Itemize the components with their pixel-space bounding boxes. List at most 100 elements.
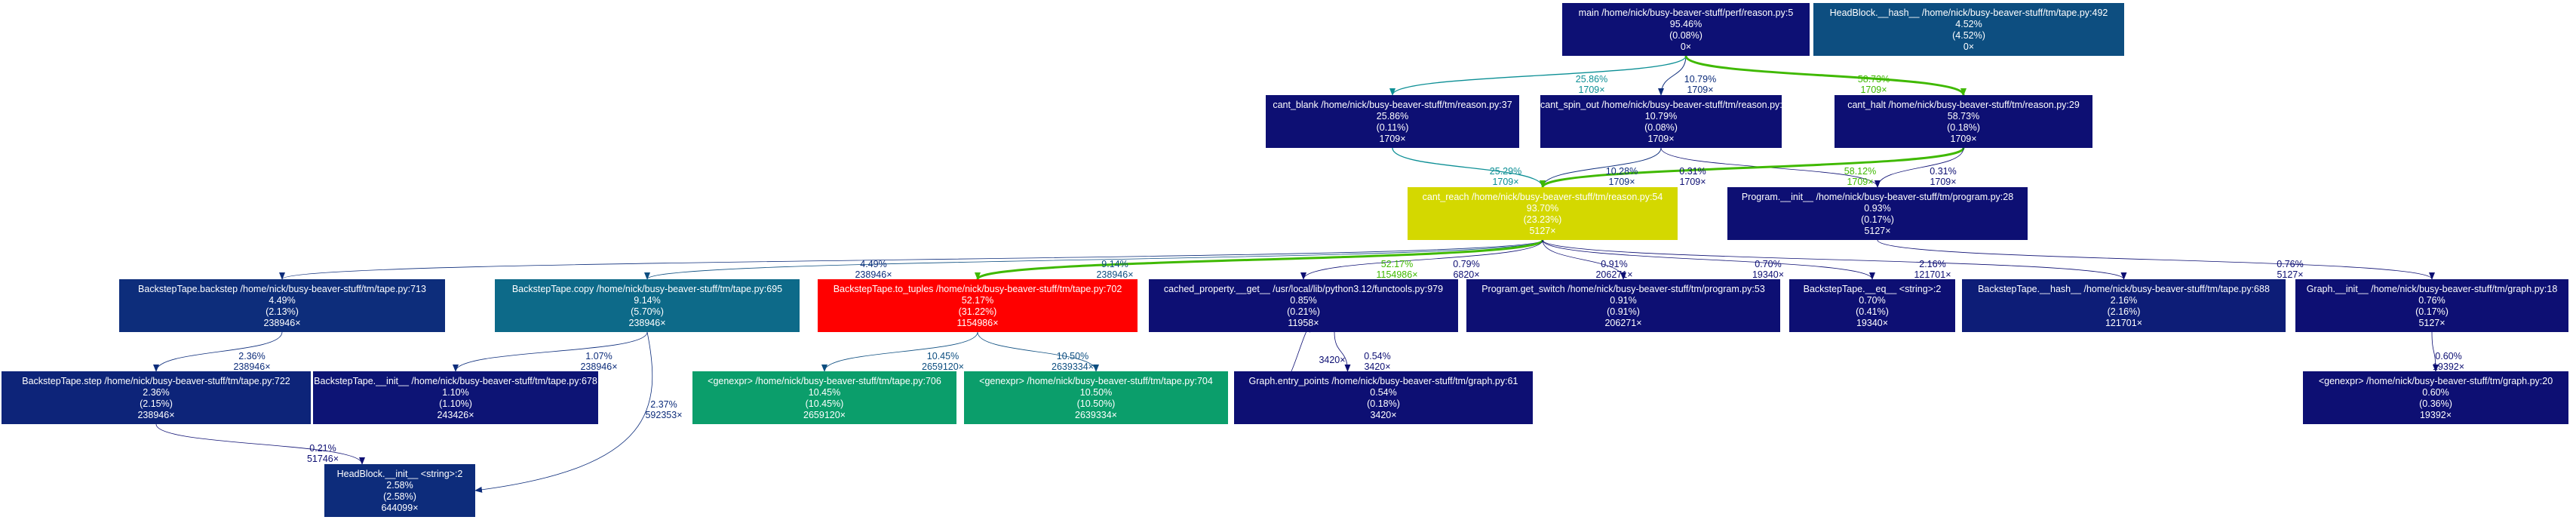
node-bs_hash[interactable]: BackstepTape.__hash__ /home/nick/busy-be… [1962,279,2286,332]
node-metric: (2.15%) [140,398,173,409]
node-metric: 2639334× [1075,410,1117,420]
edge-cant_reach-to-bs_copy [644,239,1543,280]
node-metric: 238946× [628,318,666,328]
node-metric: (0.18%) [1947,122,1980,133]
node-main[interactable]: main /home/nick/busy-beaver-stuff/perf/r… [1562,3,1810,56]
node-metric: 5127× [1864,226,1891,236]
edge-label-line: 1709× [1578,85,1605,95]
node-metric: 58.73% [1947,111,1980,122]
node-metric: (0.17%) [1861,214,1894,225]
node-cant_blank[interactable]: cant_blank /home/nick/busy-beaver-stuff/… [1266,95,1519,148]
edge-label: 58.73% 1709× [1844,74,1904,95]
node-metric: 0× [1680,42,1692,52]
edge-cant_halt-to-prog_init [1874,147,1964,188]
edge-label: 0.76% 5127× [2260,259,2320,280]
node-metric: 238946× [263,318,301,328]
edge-cant_reach-to-get_switch [1542,239,1626,280]
edge-label-line: 5127× [2277,269,2304,280]
node-metric: 10.50% [1079,387,1113,398]
edge-label-line: 6820× [1453,269,1480,280]
node-graph_init[interactable]: Graph.__init__ /home/nick/busy-beaver-st… [2295,279,2568,332]
node-metric: (0.17%) [2415,306,2449,317]
edge-label-line: 2.36% [238,351,266,361]
node-cant_halt[interactable]: cant_halt /home/nick/busy-beaver-stuff/t… [1835,95,2092,148]
edge-label-line: 1709× [1847,177,1874,187]
edge-label: 0.91% 206271× [1584,259,1644,280]
edge-label-line: 238946× [855,269,892,280]
node-metric: 11958× [1288,318,1319,328]
node-prog_init[interactable]: Program.__init__ /home/nick/busy-beaver-… [1727,187,2028,240]
edge-label: 25.29% 1709× [1475,166,1536,187]
node-function-name: Program.get_switch /home/nick/busy-beave… [1481,284,1765,294]
node-get_switch[interactable]: Program.get_switch /home/nick/busy-beave… [1466,279,1780,332]
node-hb_hash[interactable]: HeadBlock.__hash__ /home/nick/busy-beave… [1813,3,2124,56]
edge-bs_step-to-hb_init [155,423,365,465]
node-bs_step[interactable]: BackstepTape.step /home/nick/busy-beaver… [2,371,311,424]
edge-label-line: 3420× [1364,361,1391,372]
node-function-name: Graph.__init__ /home/nick/busy-beaver-st… [2306,284,2558,294]
node-metric: 0.85% [1290,295,1317,306]
edge-label: 0.21% 51746× [293,443,353,464]
node-bs_eq[interactable]: BackstepTape.__eq__ <string>:2 0.70% (0.41… [1789,279,1955,332]
node-function-name: cant_reach /home/nick/busy-beaver-stuff/… [1422,192,1663,202]
edge-cant_reach-to-bs_backstep [279,239,1543,280]
node-genexpr706[interactable]: <genexpr> /home/nick/busy-beaver-stuff/t… [692,371,956,424]
edge-label-line: 2639334× [1052,361,1094,372]
edge-bs_tuples-to-genexpr706 [821,331,978,372]
edge-label-line: 592353× [645,410,683,420]
node-bs_tuples[interactable]: BackstepTape.to_tuples /home/nick/busy-b… [818,279,1138,332]
node-function-name: HeadBlock.__init__ <string>:2 [336,469,463,479]
edge-main-to-cant_blank [1389,55,1687,96]
node-metric: (1.10%) [439,398,472,409]
edge-label-line: 1.07% [585,351,613,361]
node-metric: 10.45% [808,387,841,398]
node-metric: 121701× [2105,318,2142,328]
node-metric: 3420× [1370,410,1397,420]
node-metric: 95.46% [1669,19,1702,29]
edge-label-line: 1709× [1687,85,1714,95]
edge-label-line: 2.37% [650,399,677,410]
node-metric: 238946× [137,410,175,420]
node-metric: (0.11%) [1376,122,1409,133]
node-cant_reach[interactable]: cant_reach /home/nick/busy-beaver-stuff/… [1408,187,1678,240]
edge-graph_init-to-genexpr_graph [2431,331,2439,372]
node-metric: 1709× [1950,134,1977,144]
edge-cant_blank-to-cant_reach [1392,147,1546,188]
edge-cant_spin-to-cant_reach [1540,147,1662,188]
edge-label: 52.17% 1154986× [1367,259,1427,280]
node-function-name: BackstepTape.__hash__ /home/nick/busy-be… [1978,284,2270,294]
edge-label-line: 0.54% [1364,351,1391,361]
node-cached[interactable]: cached_property.__get__ /usr/local/lib/p… [1149,279,1458,332]
node-metric: 2659120× [803,410,846,420]
node-bs_backstep[interactable]: BackstepTape.backstep /home/nick/busy-be… [119,279,445,332]
node-metric: (5.70%) [631,306,664,317]
edge-main-to-cant_spin [1658,55,1687,96]
edge-label-line: 238946× [580,361,618,372]
edge-label-line: 238946× [1096,269,1134,280]
node-function-name: BackstepTape.copy /home/nick/busy-beaver… [511,284,783,294]
node-genexpr704[interactable]: <genexpr> /home/nick/busy-beaver-stuff/t… [964,371,1228,424]
node-cant_spin[interactable]: cant_spin_out /home/nick/busy-beaver-stu… [1540,95,1793,148]
node-bs_init[interactable]: BackstepTape.__init__ /home/nick/busy-be… [313,371,598,424]
node-metric: 19340× [1856,318,1889,328]
node-metric: 5127× [1529,226,1556,236]
edge-cant_reach-to-bs_tuples [975,238,1544,281]
node-metric: 0.91% [1610,295,1637,306]
node-metric: 4.49% [269,295,296,306]
node-metric: 25.86% [1376,111,1409,122]
node-function-name: cached_property.__get__ /usr/local/lib/p… [1163,284,1444,294]
edge-label-line: 0.76% [2277,259,2304,269]
node-bs_copy[interactable]: BackstepTape.copy /home/nick/busy-beaver… [495,279,800,332]
edge-label: 9.14% 238946× [1085,259,1145,280]
node-metric: (2.13%) [266,306,299,317]
node-entry_points[interactable]: Graph.entry_points /home/nick/busy-beave… [1234,371,1533,424]
edge-label-line: 10.45% [926,351,959,361]
edge-label: 10.28% 1709× [1592,166,1652,187]
edge-label-line: 1709× [1860,85,1887,95]
node-hb_init[interactable]: HeadBlock.__init__ <string>:2 2.58% (2.58%… [324,464,475,517]
node-genexpr_graph[interactable]: <genexpr> /home/nick/busy-beaver-stuff/t… [2303,371,2568,424]
edge-label: 58.12% 1709× [1830,166,1890,187]
node-metric: (0.08%) [1669,30,1702,41]
edge-cant_reach-to-cached [1300,239,1543,280]
